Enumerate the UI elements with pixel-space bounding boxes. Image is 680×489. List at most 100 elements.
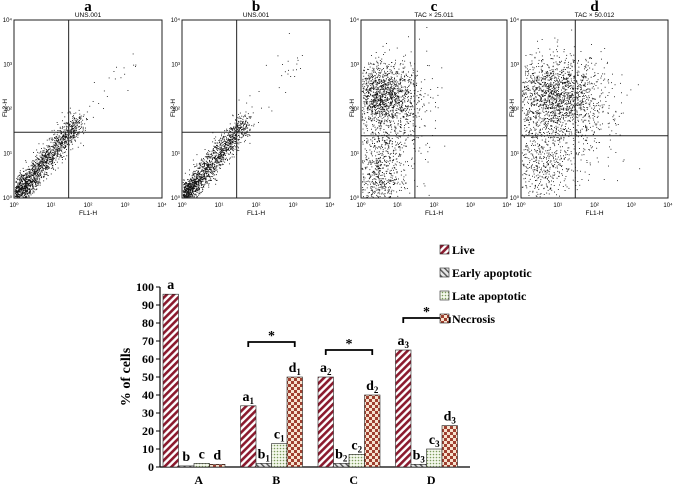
y-tick-label: 10¹ [171,152,180,158]
x-tick-label: 10² [252,203,261,209]
bar-B-1 [255,463,272,468]
bar-D-3 [441,425,458,468]
x-tick-label: 10⁰ [177,202,187,209]
legend-label: Late apoptotic [452,289,527,303]
legend-label: Live [452,243,475,257]
y-tick-label: 10³ [510,63,519,69]
legend-swatch [439,267,450,278]
bar-letter-label: d1 [289,361,302,377]
dot-cloud [14,53,137,198]
x-tick-label: 10⁰ [9,202,19,209]
y-tick-label: 10² [171,107,180,113]
x-tick-label: 10³ [289,203,298,209]
x-tick-label: 10² [430,203,439,209]
panel-header: TAC × 50.012 [575,12,615,19]
bar-letter-label: b1 [258,447,271,463]
bar-B-2 [271,443,288,468]
plot-frame [520,19,669,199]
significance-star: * [268,329,275,344]
panel-header: TAC × 25.011 [414,12,454,19]
bar-letter-label: c1 [274,428,285,444]
significance-star: * [346,337,353,352]
x-tick-label: 10¹ [553,203,562,209]
x-tick-label: 10³ [121,203,130,209]
plot-frame [13,19,163,199]
bar-A-3 [209,463,226,468]
legend-swatch [439,290,450,301]
x-axis-label: FL1-H [79,210,97,217]
bar-letter-label: d3 [444,410,457,426]
bar-letter-label: c2 [351,438,362,454]
bar-letter-label: a [167,278,174,293]
y-tick-label: 10¹ [350,152,359,158]
y-tick-label: 10² [3,107,12,113]
legend-swatch [439,244,450,255]
bar-letter-label: b3 [413,448,426,464]
bar-A-2 [193,463,210,468]
y-tick-label: 10⁴ [171,17,181,24]
category-label: C [349,473,358,487]
bar-letter-label: c3 [429,433,440,449]
y-tick-label: 10⁰ [3,195,13,202]
significance-bracket [247,341,296,347]
y-tick-label: 0 [148,460,154,474]
bar-letter-label: a3 [398,334,410,350]
bar-letter-label: b [182,450,190,465]
y-axis-label: FL2-H [2,99,9,117]
y-tick-label: 10⁴ [350,17,360,24]
legend-label: Early apoptotic [452,266,532,280]
y-tick-label: 10⁴ [510,17,520,24]
y-tick-label: 70 [142,334,154,348]
bar-letter-label: a1 [243,390,255,406]
x-tick-label: 10¹ [393,203,402,209]
y-tick-label: 60 [142,352,154,366]
legend-label: Necrosis [452,312,495,326]
bar-letter-label: c [199,447,205,462]
dot-cloud [361,27,446,198]
y-tick-label: 10³ [3,63,12,69]
bar-letter-label: d [213,448,221,463]
panel-letter: b [252,0,260,15]
bar-A-1 [178,465,195,468]
significance-bracket [402,317,451,323]
x-axis-label: FL1-H [425,210,443,217]
y-tick-label: 10⁴ [3,17,13,24]
legend: Live Early apoptotic Late apoptotic Necrosi… [439,243,532,326]
y-tick-label: 10³ [171,63,180,69]
significance-star: * [423,305,430,320]
bar-B-3 [286,376,303,468]
y-tick-label: 10¹ [3,152,12,158]
x-tick-label: 10⁰ [516,202,526,209]
bar-C-1 [333,463,350,468]
x-tick-label: 10¹ [215,203,224,209]
panel-letter: d [590,0,599,15]
y-tick-label: 10 [142,442,154,456]
y-axis-label: FL2-H [509,99,516,117]
y-tick-label: 20 [142,424,154,438]
dot-cloud [521,29,641,198]
y-tick-label: 10¹ [510,152,519,158]
y-tick-label: 10⁰ [510,195,520,202]
plot-frame [181,19,331,199]
y-tick-label: 10⁰ [350,195,360,202]
x-tick-label: 10⁰ [356,202,366,209]
panel-header: UNS.001 [75,12,102,19]
bar-A-0 [162,293,179,468]
y-tick-label: 90 [142,298,154,312]
bar-D-1 [410,463,427,468]
bar-D-2 [426,448,443,468]
y-axis-label: FL2-H [349,99,356,117]
y-axis-label: % of cells [119,347,134,406]
category-label: A [194,473,203,487]
x-tick-label: 10⁴ [325,202,335,209]
panel-letter: c [431,0,438,15]
panel-letter: a [84,0,92,15]
category-label: D [427,473,436,487]
bar-C-3 [364,394,381,468]
x-tick-label: 10³ [627,203,636,209]
x-tick-label: 10¹ [47,203,56,209]
